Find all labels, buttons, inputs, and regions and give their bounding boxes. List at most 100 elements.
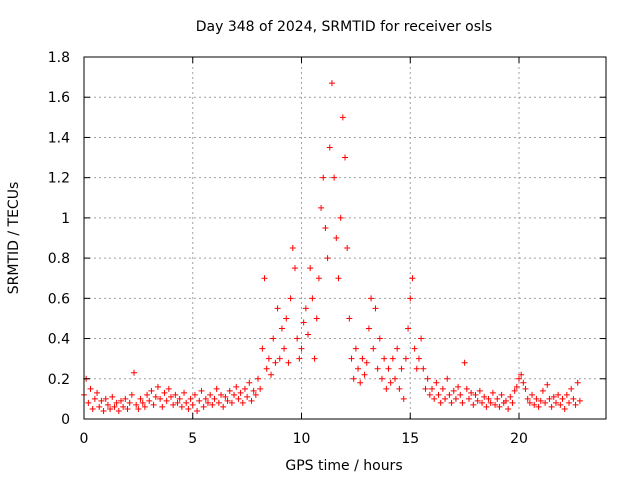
data-point — [363, 359, 370, 366]
data-point — [122, 395, 129, 402]
data-point — [189, 401, 196, 408]
data-point — [244, 393, 251, 400]
data-point — [318, 204, 325, 211]
data-point — [281, 345, 288, 352]
data-point — [115, 407, 122, 414]
data-point — [529, 391, 536, 398]
data-point — [572, 401, 579, 408]
data-point — [85, 399, 92, 406]
data-point — [455, 383, 462, 390]
data-point — [407, 295, 414, 302]
data-point — [328, 80, 335, 87]
data-points — [81, 80, 583, 414]
x-tick-label: 0 — [80, 431, 89, 447]
data-point — [231, 391, 238, 398]
data-point — [274, 305, 281, 312]
data-point — [526, 399, 533, 406]
data-point — [402, 355, 409, 362]
data-point — [370, 345, 377, 352]
data-point — [344, 245, 351, 252]
x-tick-label: 5 — [188, 431, 197, 447]
y-tick-label: 1 — [61, 211, 70, 227]
data-point — [150, 401, 157, 408]
data-point — [96, 403, 103, 410]
data-point — [276, 355, 283, 362]
data-point — [485, 395, 492, 402]
data-point — [415, 355, 422, 362]
data-point — [376, 335, 383, 342]
data-point — [235, 395, 242, 402]
data-point — [181, 389, 188, 396]
data-point — [489, 389, 496, 396]
data-point — [383, 385, 390, 392]
data-point — [98, 397, 105, 404]
data-point — [542, 399, 549, 406]
data-point — [161, 389, 168, 396]
data-point — [255, 375, 261, 382]
data-point — [389, 355, 396, 362]
data-point — [263, 365, 270, 372]
data-point — [313, 315, 320, 322]
data-point — [396, 385, 403, 392]
data-point — [544, 381, 551, 388]
data-point — [387, 379, 394, 386]
data-point — [461, 359, 468, 366]
data-point — [198, 387, 205, 394]
data-point — [420, 365, 427, 372]
data-point — [513, 383, 520, 390]
data-point — [152, 393, 159, 400]
data-point — [146, 397, 153, 404]
x-axis-ticks: 0 5 10 15 20 — [80, 57, 528, 447]
data-point — [348, 355, 355, 362]
data-point — [507, 393, 514, 400]
data-point — [137, 395, 144, 402]
data-point — [550, 393, 557, 400]
data-point — [326, 144, 333, 151]
data-point — [463, 385, 470, 392]
data-point — [111, 403, 118, 410]
data-point — [202, 395, 209, 402]
y-tick-label: 1.4 — [48, 130, 70, 146]
data-point — [194, 407, 201, 414]
data-point — [552, 399, 559, 406]
data-point — [278, 325, 285, 332]
data-point — [94, 389, 101, 396]
data-point — [365, 325, 372, 332]
data-point — [511, 387, 518, 394]
data-point — [350, 375, 357, 382]
data-point — [368, 295, 375, 302]
data-point — [196, 397, 203, 404]
data-point — [157, 395, 164, 402]
data-point — [100, 407, 107, 414]
data-point — [209, 401, 216, 408]
data-point — [144, 391, 151, 398]
data-point — [437, 399, 444, 406]
data-point — [555, 391, 562, 398]
data-point — [372, 305, 379, 312]
data-point — [128, 391, 135, 398]
data-point — [322, 224, 329, 231]
data-point — [176, 395, 183, 402]
data-point — [337, 214, 344, 221]
data-point — [374, 365, 381, 372]
x-tick-label: 10 — [293, 431, 311, 447]
data-point — [183, 399, 190, 406]
data-point — [398, 365, 405, 372]
data-point — [570, 395, 577, 402]
data-point — [557, 401, 564, 408]
data-point — [448, 399, 455, 406]
data-point — [446, 391, 453, 398]
data-point — [133, 401, 140, 408]
data-point — [291, 265, 298, 272]
data-point — [516, 375, 522, 382]
data-point — [568, 385, 575, 392]
data-point — [574, 379, 581, 386]
data-point — [165, 385, 172, 392]
data-point — [378, 375, 385, 382]
data-point — [170, 401, 177, 408]
data-point — [124, 405, 131, 412]
data-point — [424, 375, 431, 382]
data-point — [533, 395, 540, 402]
data-point — [305, 331, 312, 338]
data-point — [352, 345, 359, 352]
